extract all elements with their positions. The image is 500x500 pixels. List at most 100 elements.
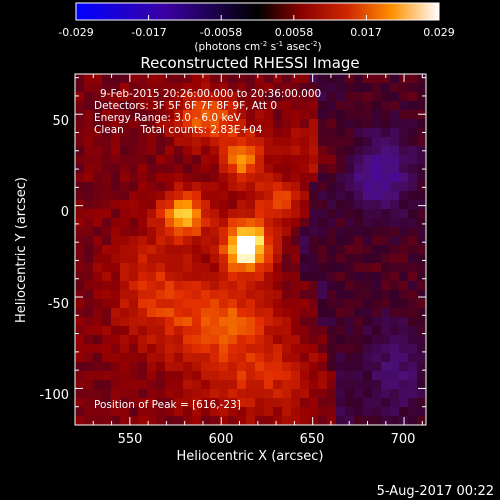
heatmap-cell: [381, 209, 391, 219]
heatmap-cell: [363, 371, 373, 381]
heatmap-cell: [111, 281, 121, 291]
heatmap-cell: [75, 272, 85, 282]
heatmap-cell: [372, 227, 382, 237]
heatmap-cell: [345, 83, 355, 93]
heatmap-cell: [318, 353, 328, 363]
y-tick-label: 50: [52, 114, 69, 129]
heatmap-cell: [327, 209, 337, 219]
heatmap-cell: [363, 83, 373, 93]
heatmap-cell: [228, 128, 238, 138]
heatmap-cell: [309, 74, 319, 84]
heatmap-cell: [138, 209, 148, 219]
heatmap-cell: [363, 146, 373, 156]
heatmap-cell: [210, 83, 220, 93]
heatmap-cell: [165, 362, 175, 372]
heatmap-cell: [156, 200, 166, 210]
heatmap-cell: [282, 155, 292, 165]
heatmap-cell: [120, 236, 130, 246]
heatmap-cell: [273, 227, 283, 237]
heatmap-cell: [372, 173, 382, 183]
heatmap-cell: [120, 371, 130, 381]
heatmap-cell: [228, 362, 238, 372]
heatmap-cell: [84, 155, 94, 165]
heatmap-cell: [156, 245, 166, 255]
heatmap-cell: [237, 155, 247, 165]
heatmap-cell: [210, 218, 220, 228]
heatmap-cell: [138, 335, 148, 345]
heatmap-cell: [174, 317, 184, 327]
heatmap-cell: [129, 317, 139, 327]
heatmap-cell: [156, 281, 166, 291]
heatmap-cell: [93, 182, 103, 192]
heatmap-cell: [246, 155, 256, 165]
heatmap-cell: [111, 416, 121, 425]
heatmap-cell: [174, 263, 184, 273]
heatmap-cell: [75, 101, 85, 111]
heatmap-cell: [327, 137, 337, 147]
heatmap-cell: [381, 119, 391, 129]
heatmap-cell: [219, 173, 229, 183]
heatmap-cell: [201, 254, 211, 264]
heatmap-cell: [345, 191, 355, 201]
heatmap-cell: [219, 299, 229, 309]
heatmap-cell: [381, 389, 391, 399]
heatmap-cell: [282, 191, 292, 201]
heatmap-cell: [309, 299, 319, 309]
heatmap-cell: [390, 101, 400, 111]
heatmap-cell: [282, 119, 292, 129]
heatmap-cell: [327, 335, 337, 345]
heatmap-cell: [417, 74, 426, 84]
heatmap-cell: [219, 326, 229, 336]
heatmap-cell: [408, 227, 418, 237]
heatmap-cell: [102, 137, 112, 147]
heatmap-cell: [93, 317, 103, 327]
heatmap-cell: [111, 227, 121, 237]
heatmap-cell: [129, 380, 139, 390]
heatmap-cell: [210, 407, 220, 417]
heatmap-cell: [102, 281, 112, 291]
heatmap-cell: [327, 299, 337, 309]
heatmap-cell: [273, 83, 283, 93]
heatmap-cell: [210, 326, 220, 336]
heatmap-cell: [129, 281, 139, 291]
heatmap-cell: [345, 371, 355, 381]
heatmap-cell: [291, 155, 301, 165]
heatmap-cell: [102, 353, 112, 363]
heatmap-cell: [237, 236, 247, 246]
heatmap-cell: [183, 227, 193, 237]
heatmap-cell: [129, 92, 139, 102]
heatmap-cell: [147, 317, 157, 327]
heatmap-cell: [300, 281, 310, 291]
heatmap-cell: [201, 101, 211, 111]
heatmap-cell: [417, 353, 426, 363]
heatmap-cell: [102, 191, 112, 201]
heatmap-cell: [237, 173, 247, 183]
heatmap-cell: [327, 362, 337, 372]
heatmap-cell: [354, 380, 364, 390]
heatmap-cell: [273, 74, 283, 84]
heatmap-cell: [291, 416, 301, 425]
heatmap-cell: [156, 308, 166, 318]
heatmap-cell: [264, 317, 274, 327]
heatmap-cell: [84, 83, 94, 93]
heatmap-cell: [318, 227, 328, 237]
heatmap-cell: [111, 101, 121, 111]
heatmap-cell: [336, 110, 346, 120]
heatmap-cell: [93, 74, 103, 84]
heatmap-cell: [228, 398, 238, 408]
heatmap-cell: [210, 344, 220, 354]
heatmap-cell: [390, 308, 400, 318]
heatmap-cell: [75, 119, 85, 129]
heatmap-cell: [147, 389, 157, 399]
heatmap-cell: [264, 263, 274, 273]
heatmap-cell: [372, 290, 382, 300]
heatmap-cell: [129, 218, 139, 228]
heatmap-cell: [336, 218, 346, 228]
heatmap-cell: [390, 335, 400, 345]
heatmap-cell: [138, 389, 148, 399]
heatmap-cell: [165, 155, 175, 165]
heatmap-cell: [273, 326, 283, 336]
heatmap-cell: [75, 218, 85, 228]
heatmap-cell: [399, 254, 409, 264]
colorbar-tick-label: -0.017: [131, 26, 166, 39]
